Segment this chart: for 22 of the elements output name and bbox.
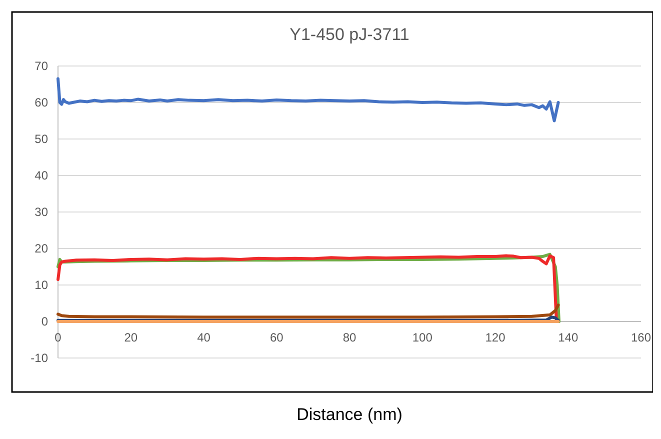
line-series: [56, 304, 560, 319]
x-tick-label: 120: [485, 330, 506, 344]
y-tick-label: 50: [34, 132, 48, 146]
x-tick-label: 0: [54, 330, 62, 344]
x-tick-label: 40: [197, 330, 211, 344]
y-tick-label: 30: [34, 205, 48, 220]
line-series: [56, 77, 560, 122]
x-tick-label: 100: [412, 330, 433, 344]
y-tick-label: 20: [34, 242, 48, 256]
y-tick-label: 40: [34, 168, 48, 183]
x-tick-label: 20: [124, 330, 138, 344]
y-tick-label: 70: [34, 59, 48, 74]
y-tick-label: -10: [30, 351, 48, 366]
y-tick-label: 10: [34, 278, 48, 292]
y-tick-label: 60: [34, 96, 48, 110]
x-tick-label: 140: [558, 330, 578, 344]
chart-title: Y1-450 pJ-3711: [290, 25, 410, 44]
x-tick-label: 160: [630, 330, 652, 344]
x-axis-title: Distance (nm): [296, 405, 402, 424]
x-tick-label: 60: [270, 330, 284, 344]
x-tick-label: 80: [342, 330, 356, 344]
y-tick-label: 0: [41, 314, 48, 329]
